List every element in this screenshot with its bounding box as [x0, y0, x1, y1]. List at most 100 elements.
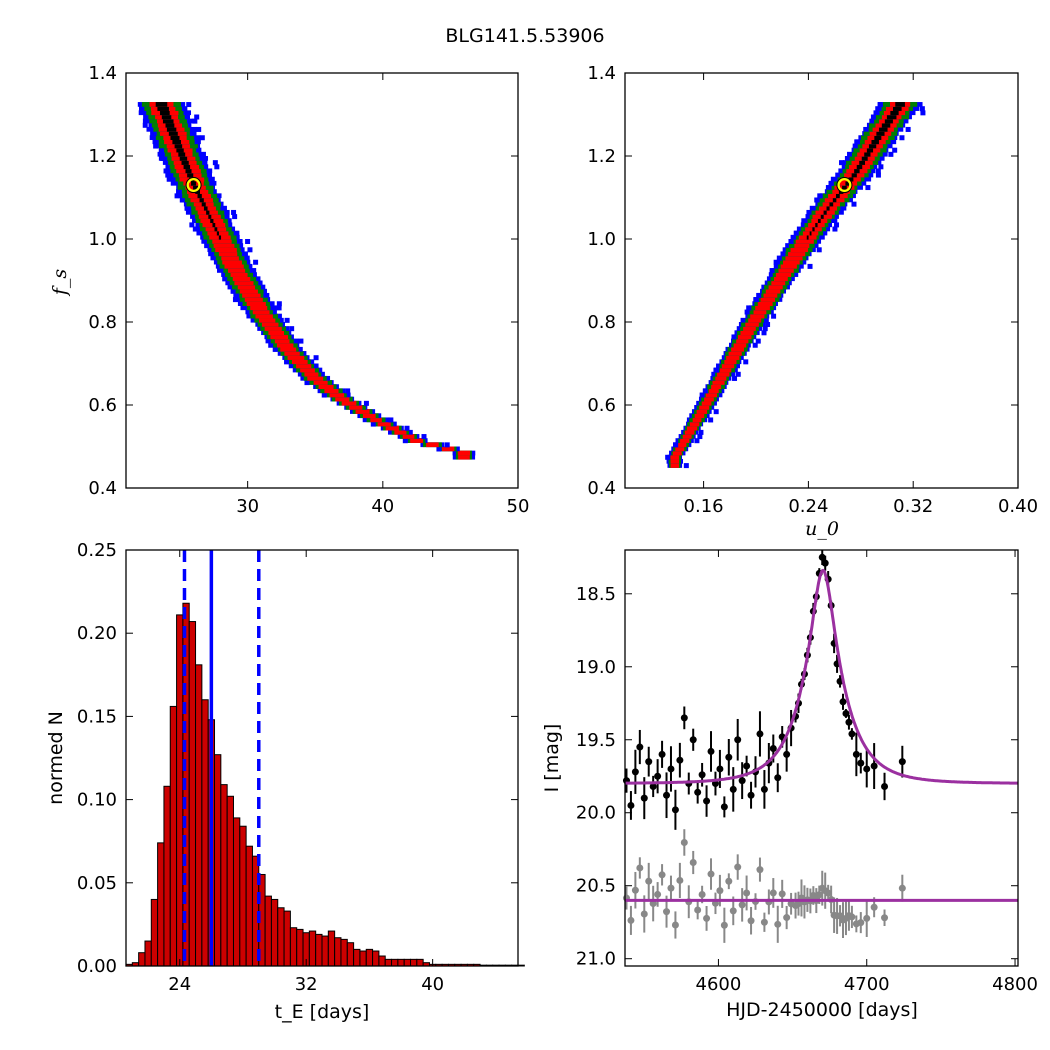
u0-fs-ytick-label: 0.8: [587, 312, 616, 333]
tE-fs-cell: [307, 375, 324, 381]
residual-point: [671, 921, 679, 929]
u0-fs-cell: [665, 454, 671, 460]
u0-fs-cell: [788, 251, 806, 257]
tE-fs-cell: [191, 180, 197, 186]
u0-fs-cell: [851, 201, 857, 207]
data-point: [747, 791, 755, 799]
tE-fs-cell: [165, 122, 175, 128]
histogram-bar: [308, 930, 317, 967]
u0-fs-cell: [682, 434, 692, 439]
data-point: [689, 736, 697, 744]
tE-fs-ytick-label: 1.0: [88, 229, 117, 250]
tE-fs-cell: [362, 413, 376, 419]
model-curve: [624, 568, 1018, 785]
u0-fs-cell: [875, 172, 881, 178]
lightcurve-ytick-label: 21.0: [576, 949, 616, 970]
u0-fs-cell: [776, 255, 782, 261]
u0-fs-cell: [866, 147, 874, 153]
residual-point: [667, 884, 675, 892]
histogram-bar: [391, 958, 399, 967]
histogram-bar: [214, 754, 222, 967]
panel-lightcurve: 4600 4700 4800 18.5 19.0 19.5 20.0 20.5 21.0 HJD…: [541, 549, 1038, 1021]
data-point: [658, 750, 666, 758]
histogram-bar: [138, 952, 146, 967]
u0-fs-cell: [699, 405, 710, 410]
u0-fs-cell: [828, 180, 834, 186]
residual-point: [783, 914, 791, 922]
u0-fs-cell: [692, 417, 702, 423]
tE-fs-cell: [377, 421, 391, 427]
tE-fs-cell: [196, 126, 202, 132]
histogram-bar: [353, 948, 361, 967]
tE-fs-cell: [287, 355, 305, 360]
tE-fs-cell: [239, 288, 258, 294]
u0-fs-cell: [854, 168, 860, 174]
tE-fs-xtick-label: 40: [371, 496, 394, 517]
u0-fs-cell: [765, 288, 781, 294]
u0-fs-cell: [670, 458, 680, 464]
histogram-bar: [416, 958, 424, 967]
u0-fs-cell: [694, 438, 700, 444]
u0-fs-cell: [683, 463, 689, 469]
u0-fs-cell: [763, 292, 778, 298]
tE-fs-cell: [404, 425, 410, 431]
residual-point: [881, 914, 889, 922]
u0-fs-cell: [735, 371, 741, 377]
residual-point: [809, 892, 817, 900]
tE-fs-cell: [161, 114, 172, 120]
u0-fs-cell: [721, 363, 735, 369]
tE-fs-cell: [388, 417, 394, 423]
tE-fs-cell: [284, 359, 290, 365]
tE-histogram-ytick-label: 0.05: [77, 873, 117, 894]
histogram-bar: [384, 958, 393, 967]
tE-fs-cell: [218, 251, 238, 257]
tE-fs-cell: [178, 151, 186, 157]
u0-fs-cell: [851, 172, 857, 178]
u0-fs-cell: [859, 160, 865, 165]
data-point: [783, 750, 791, 758]
u0-fs-cell: [765, 322, 771, 327]
tE-fs-cell: [155, 102, 168, 107]
tE-fs-cell: [142, 122, 148, 128]
u0-fs-cell: [713, 409, 719, 415]
u0-fs-cell: [780, 251, 786, 257]
tE-fs-cell: [261, 322, 279, 327]
tE-fs-cell: [457, 450, 471, 456]
u0-fs-cell: [820, 214, 824, 219]
lightcurve-ytick-label: 19.5: [576, 730, 616, 751]
data-point: [645, 758, 653, 766]
residual-point: [848, 913, 856, 921]
tE-fs-cell: [199, 197, 204, 203]
u0-fs-cell: [701, 400, 712, 406]
tE-fs-cell: [224, 263, 244, 269]
tE-fs-cell: [208, 214, 212, 219]
u0-fs-cell: [871, 139, 879, 145]
histogram-bar: [239, 825, 247, 967]
u0-fs-cell: [724, 359, 737, 365]
residual-point: [870, 903, 878, 911]
tE-fs-cell: [189, 222, 195, 228]
tE-fs-cell: [181, 160, 189, 165]
u0-fs-cell: [708, 417, 714, 423]
tE-fs-cell: [349, 405, 363, 410]
u0-fs-cell: [757, 301, 773, 306]
tE-fs-cell: [284, 351, 300, 356]
data-point: [720, 803, 728, 811]
histogram-bar: [315, 933, 323, 967]
tE-fs-cell: [174, 193, 180, 199]
data-point: [852, 750, 860, 758]
tE-fs-cell: [244, 297, 263, 302]
residual-point: [707, 870, 715, 878]
tE-fs-cell: [298, 338, 304, 344]
u0-fs-cell: [726, 355, 740, 360]
u0-fs-cell: [680, 438, 690, 443]
tE-histogram-axes: 24 32 40 0.00 0.05 0.10 0.15 0.20 0.25: [77, 540, 519, 995]
u0-fs-cell: [672, 450, 682, 456]
tE-fs-cell: [170, 135, 180, 140]
tE-fs-cell: [444, 442, 450, 448]
u0-fs-cell: [878, 126, 888, 132]
u0-fs-cell: [712, 380, 725, 385]
histogram-bar: [410, 958, 418, 967]
u0-fs-cell: [816, 247, 822, 253]
lightcurve-ytick-label: 20.5: [576, 876, 616, 897]
